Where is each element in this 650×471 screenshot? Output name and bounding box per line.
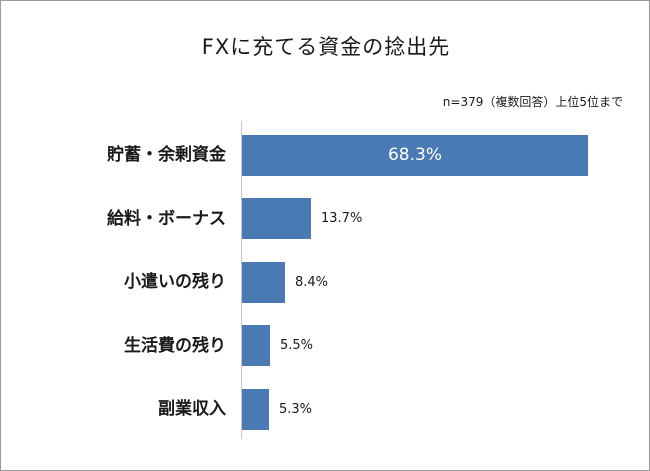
bar bbox=[242, 198, 311, 239]
chart-title: FXに充てる資金の捻出先 bbox=[201, 35, 451, 59]
value-label: 68.3% bbox=[387, 144, 442, 165]
value-label: 8.4% bbox=[295, 274, 329, 290]
bar bbox=[242, 261, 285, 303]
bar bbox=[242, 134, 588, 176]
category-label: 給料・ボーナス bbox=[107, 208, 226, 229]
category-label: 生活費の残り bbox=[124, 335, 226, 356]
bar bbox=[242, 325, 270, 366]
bar bbox=[242, 388, 269, 430]
category-label: 貯蓄・余剰資金 bbox=[107, 145, 226, 165]
value-label: 13.7% bbox=[321, 211, 363, 226]
value-label: 5.3% bbox=[279, 401, 313, 417]
category-axis-line bbox=[241, 121, 242, 439]
category-label: 小遣いの残り bbox=[124, 272, 226, 292]
sample-note: n=379（複数回答）上位5位まで bbox=[442, 95, 623, 109]
value-label: 5.5% bbox=[280, 338, 314, 353]
category-label: 副業収入 bbox=[158, 399, 226, 419]
